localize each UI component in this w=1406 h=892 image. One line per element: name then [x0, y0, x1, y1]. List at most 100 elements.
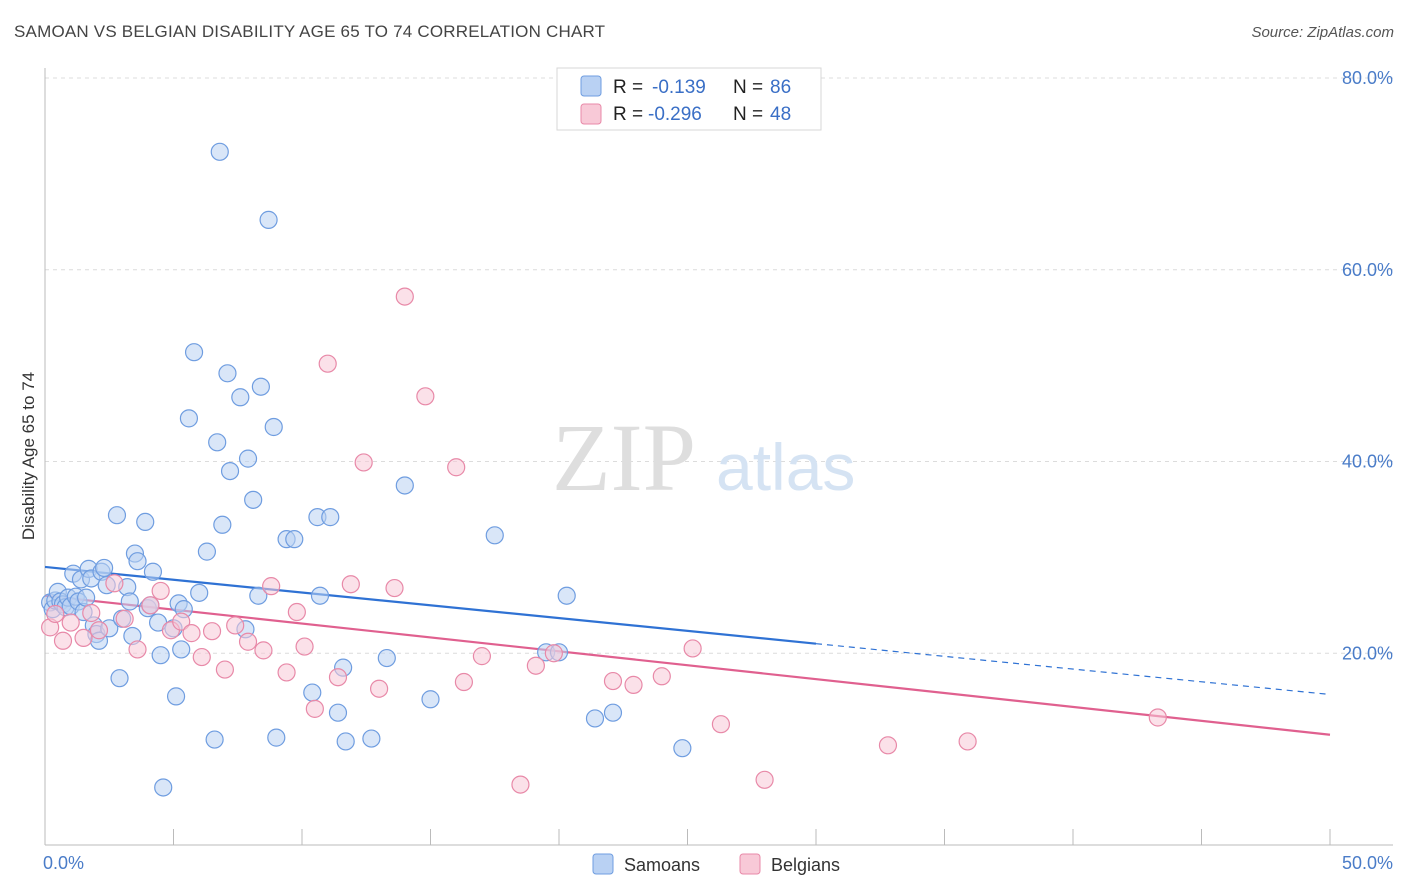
legend-n-label-1: N =	[733, 77, 763, 98]
point-belgians-14	[182, 624, 201, 643]
point-belgians-16	[202, 622, 222, 641]
point-samoans-74	[395, 476, 414, 495]
point-belgians-38	[526, 656, 545, 675]
legend-n-value-2: 48	[770, 104, 791, 125]
point-samoans-71	[336, 732, 355, 751]
point-belgians-30	[370, 679, 389, 698]
bottom-legend-swatch-samoans	[592, 853, 614, 875]
point-samoans-56	[238, 449, 258, 468]
point-samoans-54	[231, 388, 250, 407]
point-samoans-25	[110, 669, 129, 688]
point-belgians-29	[354, 453, 373, 472]
point-belgians-46	[878, 736, 898, 755]
point-samoans-47	[197, 542, 217, 561]
point-belgians-43	[683, 639, 702, 658]
point-samoans-62	[267, 728, 286, 747]
y-axis-tick-labels: 20.0% 40.0% 60.0% 80.0%	[1342, 68, 1393, 663]
point-belgians-1	[46, 604, 65, 624]
point-belgians-15	[192, 647, 211, 667]
point-belgians-17	[215, 660, 234, 679]
bottom-legend-swatch-belgians	[739, 853, 761, 875]
point-belgians-24	[295, 637, 314, 656]
point-belgians-23	[287, 602, 306, 622]
point-belgians-44	[711, 715, 731, 734]
series-legend: Samoans Belgians	[592, 853, 840, 875]
point-belgians-31	[385, 578, 404, 598]
point-samoans-75	[421, 690, 440, 709]
y-tick-label-60: 60.0%	[1342, 260, 1393, 280]
point-belgians-8	[115, 609, 134, 628]
source-credit: Source: ZipAtlas.com	[1251, 24, 1394, 41]
legend-n-value-1: 86	[770, 77, 791, 98]
x-tick-label-min: 0.0%	[43, 853, 84, 873]
point-belgians-33	[416, 387, 435, 406]
watermark-zip: ZIP	[552, 404, 696, 511]
trend-lines	[44, 565, 1331, 736]
x-axis-ticks	[44, 829, 1331, 845]
point-samoans-48	[205, 730, 224, 749]
legend-r-label-2: R =	[613, 104, 643, 125]
bottom-legend-label-samoans: Samoans	[624, 855, 700, 875]
trend-line-samoans	[44, 565, 817, 645]
bottom-legend-label-belgians: Belgians	[771, 855, 840, 875]
point-samoans-52	[218, 364, 237, 383]
point-samoans-32	[136, 512, 155, 532]
point-samoans-21	[95, 558, 114, 578]
legend-r-label-1: R =	[613, 77, 643, 98]
point-belgians-19	[238, 632, 258, 651]
point-belgians-4	[74, 628, 93, 648]
chart-title: SAMOAN VS BELGIAN DISABILITY AGE 65 TO 7…	[14, 22, 606, 41]
legend-r-value-2: -0.296	[648, 104, 702, 125]
point-belgians-34	[447, 458, 466, 477]
point-samoans-64	[285, 530, 304, 549]
point-samoans-79	[557, 586, 576, 605]
point-belgians-28	[341, 575, 360, 594]
point-samoans-31	[128, 552, 147, 571]
point-samoans-24	[107, 506, 127, 525]
point-samoans-58	[249, 586, 268, 605]
legend-swatch-samoans	[580, 75, 602, 97]
point-belgians-41	[624, 675, 643, 694]
point-belgians-22	[277, 663, 296, 682]
point-samoans-61	[264, 417, 283, 437]
point-belgians-7	[105, 574, 124, 593]
point-samoans-37	[151, 646, 170, 665]
point-belgians-32	[395, 287, 414, 306]
point-belgians-48	[1148, 708, 1167, 727]
point-samoans-81	[603, 703, 623, 722]
point-belgians-27	[328, 668, 348, 687]
point-samoans-40	[166, 687, 186, 706]
point-belgians-3	[61, 613, 80, 632]
point-belgians-11	[151, 581, 170, 601]
trend-extension-samoans	[815, 643, 1331, 696]
point-belgians-18	[226, 616, 245, 635]
point-samoans-73	[377, 648, 396, 668]
watermark-atlas: atlas	[716, 430, 855, 504]
point-samoans-14	[77, 588, 96, 607]
point-samoans-53	[220, 461, 240, 481]
gridlines	[45, 77, 1393, 654]
point-belgians-47	[958, 732, 977, 751]
point-samoans-44	[179, 409, 199, 428]
point-belgians-13	[172, 612, 191, 631]
point-samoans-68	[321, 508, 340, 527]
point-belgians-42	[652, 667, 671, 686]
point-samoans-42	[172, 640, 191, 659]
point-samoans-45	[184, 343, 204, 362]
point-samoans-60	[259, 210, 278, 229]
point-belgians-6	[89, 621, 109, 640]
point-belgians-20	[254, 641, 273, 660]
y-tick-label-80: 80.0%	[1342, 68, 1393, 88]
point-belgians-25	[305, 699, 324, 718]
correlation-legend: R = -0.139 N = 86 R = -0.296 N = 48	[556, 67, 822, 131]
trend-line-belgians	[44, 594, 1331, 736]
legend-r-value-1: -0.139	[652, 77, 706, 98]
point-samoans-67	[310, 586, 330, 605]
y-tick-label-20: 20.0%	[1342, 643, 1393, 663]
point-samoans-46	[190, 583, 209, 602]
point-samoans-80	[585, 709, 605, 728]
point-belgians-10	[141, 596, 160, 615]
point-belgians-5	[82, 603, 101, 623]
point-samoans-51	[213, 515, 232, 534]
